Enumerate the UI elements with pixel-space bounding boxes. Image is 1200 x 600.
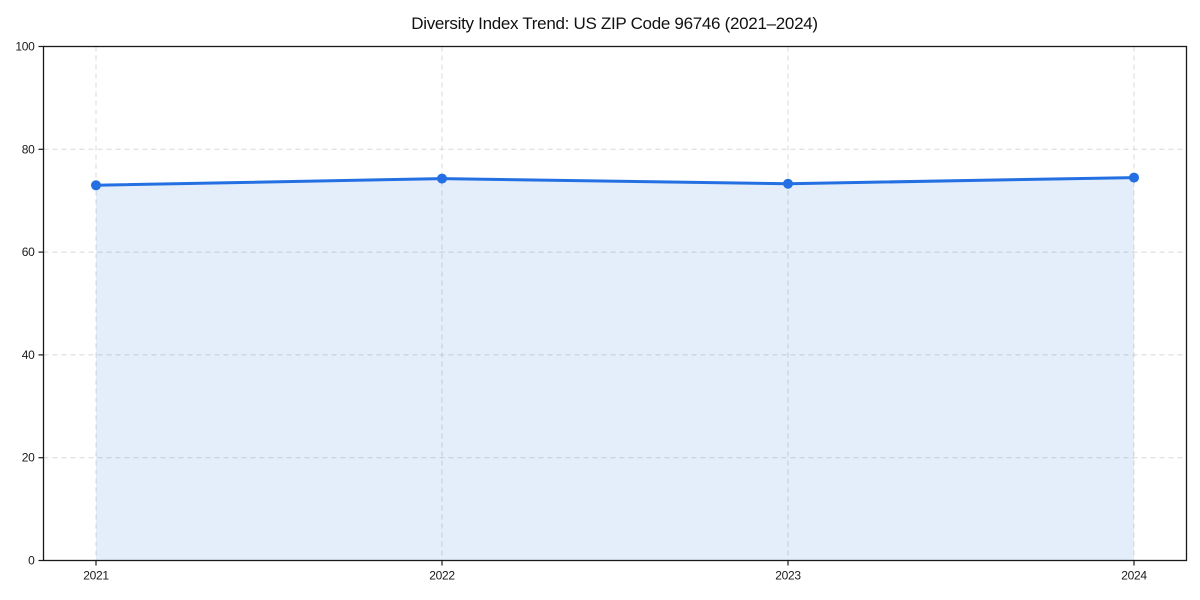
- x-tick-label: 2022: [429, 569, 455, 583]
- x-tick-label: 2021: [83, 569, 109, 583]
- y-tick-label: 60: [22, 245, 35, 259]
- y-tick-label: 100: [15, 40, 35, 54]
- x-tick-label: 2023: [775, 569, 801, 583]
- y-tick-label: 80: [22, 142, 35, 156]
- chart-title: Diversity Index Trend: US ZIP Code 96746…: [411, 14, 818, 33]
- trend-line: [94, 176, 1136, 187]
- plot-border: [42, 45, 1188, 562]
- data-point-2023: [783, 178, 793, 189]
- y-tick-label: 40: [22, 348, 35, 362]
- x-tick-label: 2024: [1121, 569, 1147, 583]
- data-point-2021: [91, 180, 101, 191]
- data-point-2024: [1129, 172, 1139, 183]
- data-point-2022: [437, 173, 447, 184]
- y-tick-label: 0: [28, 554, 35, 568]
- area-fill: [96, 177, 1134, 561]
- y-tick-label: 20: [22, 451, 35, 465]
